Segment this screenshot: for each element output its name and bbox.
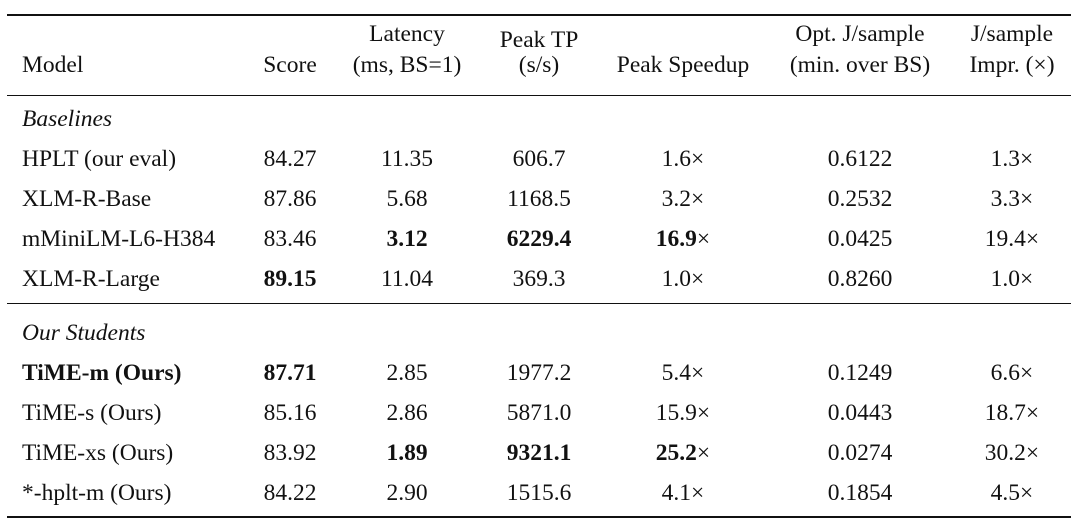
cell-latency: 3.12 xyxy=(386,226,428,252)
cell-model: XLM-R-Base xyxy=(22,186,152,212)
cell-score: 84.27 xyxy=(263,146,317,172)
cell-impr: 1.3× xyxy=(990,146,1034,172)
cell-speedup: 5.4× xyxy=(662,358,705,388)
header-latency-line1: Latency xyxy=(369,21,445,47)
speedup-value: 4.1 xyxy=(661,480,692,506)
speedup-value: 1.0 xyxy=(661,266,692,292)
cell-model: TiME-m (Ours) xyxy=(22,360,182,386)
speedup-value: 15.9 xyxy=(655,400,697,426)
cell-tp: 5871.0 xyxy=(506,400,572,426)
cell-tp: 1977.2 xyxy=(506,360,572,386)
speedup-times: × xyxy=(696,226,711,252)
speedup-value: 1.6 xyxy=(661,146,692,172)
cell-latency: 11.35 xyxy=(380,146,434,172)
cell-speedup: 16.9× xyxy=(656,224,710,254)
header-tp-line2: (s/s) xyxy=(518,52,560,78)
speedup-value: 25.2 xyxy=(655,440,697,466)
cell-latency: 11.04 xyxy=(380,266,434,292)
speedup-times: × xyxy=(696,400,711,426)
cell-opt: 0.0443 xyxy=(827,400,893,426)
cell-speedup: 1.6× xyxy=(662,144,705,174)
cell-opt: 0.1249 xyxy=(827,360,893,386)
cell-model: XLM-R-Large xyxy=(22,266,160,292)
cell-score: 89.15 xyxy=(263,266,317,292)
cell-tp: 369.3 xyxy=(512,266,566,292)
top-rule xyxy=(7,14,1071,16)
speedup-times: × xyxy=(691,146,705,172)
cell-latency: 5.68 xyxy=(386,186,428,212)
speedup-times: × xyxy=(696,440,711,466)
cell-impr: 6.6× xyxy=(990,360,1034,386)
header-opt-line2: (min. over BS) xyxy=(789,52,931,78)
cell-score: 87.86 xyxy=(263,186,317,212)
header-opt-line1: Opt. J/sample xyxy=(795,21,925,47)
header-latency-line2: (ms, BS=1) xyxy=(352,52,462,78)
cell-tp: 9321.1 xyxy=(506,440,572,466)
cell-model: mMiniLM-L6-H384 xyxy=(22,226,216,252)
cell-opt: 0.2532 xyxy=(827,186,893,212)
speedup-times: × xyxy=(691,266,705,292)
cell-impr: 1.0× xyxy=(990,266,1034,292)
header-impr-line2: Impr. (×) xyxy=(969,52,1055,78)
section-rule xyxy=(7,303,1071,304)
speedup-times: × xyxy=(691,186,705,212)
header-tp-line1: Peak TP xyxy=(499,27,579,53)
cell-speedup: 15.9× xyxy=(656,398,710,428)
header-speedup: Peak Speedup xyxy=(616,52,750,78)
section-title-baselines: Baselines xyxy=(22,106,113,132)
cell-tp: 1168.5 xyxy=(507,186,571,212)
cell-speedup: 4.1× xyxy=(662,478,705,508)
cell-score: 85.16 xyxy=(263,400,317,426)
cell-model: *-hplt-m (Ours) xyxy=(22,480,172,506)
cell-speedup: 3.2× xyxy=(662,184,705,214)
cell-speedup: 1.0× xyxy=(662,264,705,294)
cell-impr: 19.4× xyxy=(984,226,1040,252)
cell-opt: 0.8260 xyxy=(827,266,893,292)
bottom-rule xyxy=(7,516,1071,518)
cell-impr: 18.7× xyxy=(984,400,1040,426)
cell-latency: 1.89 xyxy=(386,440,428,466)
cell-impr: 3.3× xyxy=(990,186,1034,212)
section-title-our-students: Our Students xyxy=(22,320,146,346)
cell-latency: 2.85 xyxy=(386,360,428,386)
cell-opt: 0.6122 xyxy=(827,146,893,172)
cell-model: TiME-s (Ours) xyxy=(22,400,162,426)
cell-latency: 2.86 xyxy=(386,400,428,426)
cell-impr: 4.5× xyxy=(990,480,1034,506)
speedup-value: 16.9 xyxy=(655,226,697,252)
cell-tp: 606.7 xyxy=(512,146,566,172)
cell-tp: 6229.4 xyxy=(506,226,572,252)
speedup-times: × xyxy=(691,360,705,386)
cell-score: 83.46 xyxy=(263,226,317,252)
cell-opt: 0.1854 xyxy=(827,480,893,506)
cell-opt: 0.0425 xyxy=(827,226,893,252)
cell-tp: 1515.6 xyxy=(506,480,572,506)
speedup-value: 5.4 xyxy=(661,360,692,386)
cell-opt: 0.0274 xyxy=(827,440,893,466)
cell-impr: 30.2× xyxy=(984,440,1040,466)
cell-latency: 2.90 xyxy=(386,480,428,506)
speedup-value: 3.2 xyxy=(661,186,692,212)
header-rule xyxy=(7,95,1071,96)
cell-model: HPLT (our eval) xyxy=(22,146,177,172)
cell-score: 84.22 xyxy=(263,480,317,506)
header-score: Score xyxy=(263,52,317,78)
cell-speedup: 25.2× xyxy=(656,438,710,468)
cell-score: 87.71 xyxy=(263,360,317,386)
speedup-times: × xyxy=(691,480,705,506)
header-model: Model xyxy=(22,52,84,78)
cell-model: TiME-xs (Ours) xyxy=(22,440,174,466)
cell-score: 83.92 xyxy=(263,440,317,466)
header-impr-line1: J/sample xyxy=(970,21,1054,47)
